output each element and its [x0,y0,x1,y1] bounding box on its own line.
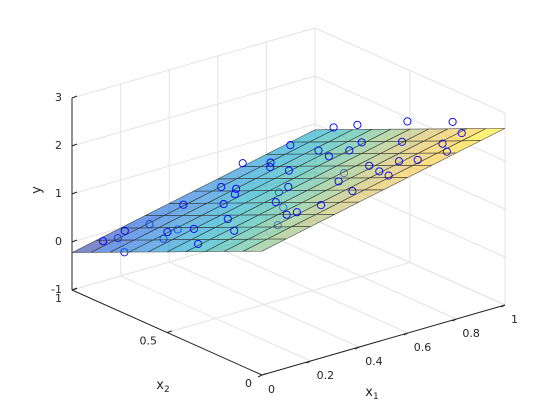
data-point [232,184,241,193]
x-tick-label: 0.8 [462,327,480,340]
data-point [238,159,247,168]
data-point [286,141,295,150]
data-point [348,186,357,196]
tick-mark [71,95,78,99]
x-axis-label-base: x [365,385,373,400]
grid-line [314,27,506,114]
grid-line [71,27,316,99]
data-point [282,210,291,219]
grid-line [71,75,316,147]
tick-mark [500,304,506,308]
data-point [189,224,198,233]
data-point [99,237,108,246]
data-point [403,117,412,126]
data-point [179,200,188,209]
data-point [230,190,239,199]
z-tick-label: 1 [55,187,62,200]
y-tick-label: 1 [55,292,62,305]
data-point [384,171,393,180]
data-point [266,163,275,172]
data-point [292,208,301,217]
surface-cell [290,129,335,143]
tick-mark [71,287,78,291]
data-point [394,157,404,166]
data-point [120,226,129,235]
data-point [329,123,338,132]
data-point [230,226,239,235]
data-point [194,239,203,248]
data-point [266,158,275,167]
y-axis-label: x2 [156,378,169,395]
tick-mark [403,332,409,336]
tick-mark [71,143,78,147]
z-tick-label: 2 [55,139,62,152]
data-point [271,198,280,207]
x-tick-label: 0.2 [317,369,335,382]
tick-mark [71,239,78,243]
data-point [324,152,333,161]
data-point [316,201,326,210]
z-tick-label: 3 [55,91,62,104]
y-tick-label: 0.5 [140,335,158,348]
z-axis-label: y [30,186,45,194]
z-tick-label: 0 [55,235,62,248]
data-point [334,177,343,186]
grid-line [166,262,411,333]
data-point [365,161,374,170]
tick-mark [452,318,457,322]
x-tick-label: 0.4 [365,355,383,368]
data-point [397,137,407,146]
data-point [353,120,362,129]
data-point [219,200,228,209]
x-tick-label: 1 [511,313,518,326]
x-tick-label: 0 [268,383,275,396]
data-point [223,214,232,224]
data-point [357,138,366,147]
data-point [163,227,172,237]
axis-line [261,304,506,376]
x-axis-label: x1 [365,385,378,402]
grid-line [314,219,506,306]
data-point [448,117,457,126]
data-point [314,146,323,155]
tick-mark [354,346,360,350]
y-tick-label: 0 [245,377,252,390]
tick-mark [261,373,268,376]
tick-mark [257,374,263,378]
y-axis-label-base: x [156,378,164,393]
x-axis-label-sub: 1 [373,392,379,402]
tick-mark [166,330,173,333]
tick-mark [71,191,78,195]
x-tick-label: 0.6 [414,341,432,354]
z-tick-label: -1 [51,283,62,296]
data-point [284,182,293,191]
data-point [438,139,447,148]
data-point [217,182,226,192]
tick-mark [306,360,311,364]
data-point [345,146,354,155]
y-axis-label-sub: 2 [164,385,170,395]
data-point [284,166,293,175]
data-point [375,167,384,176]
grid-line [71,123,316,195]
data-point [457,129,466,138]
data-point [413,155,422,164]
data-point [442,147,451,156]
